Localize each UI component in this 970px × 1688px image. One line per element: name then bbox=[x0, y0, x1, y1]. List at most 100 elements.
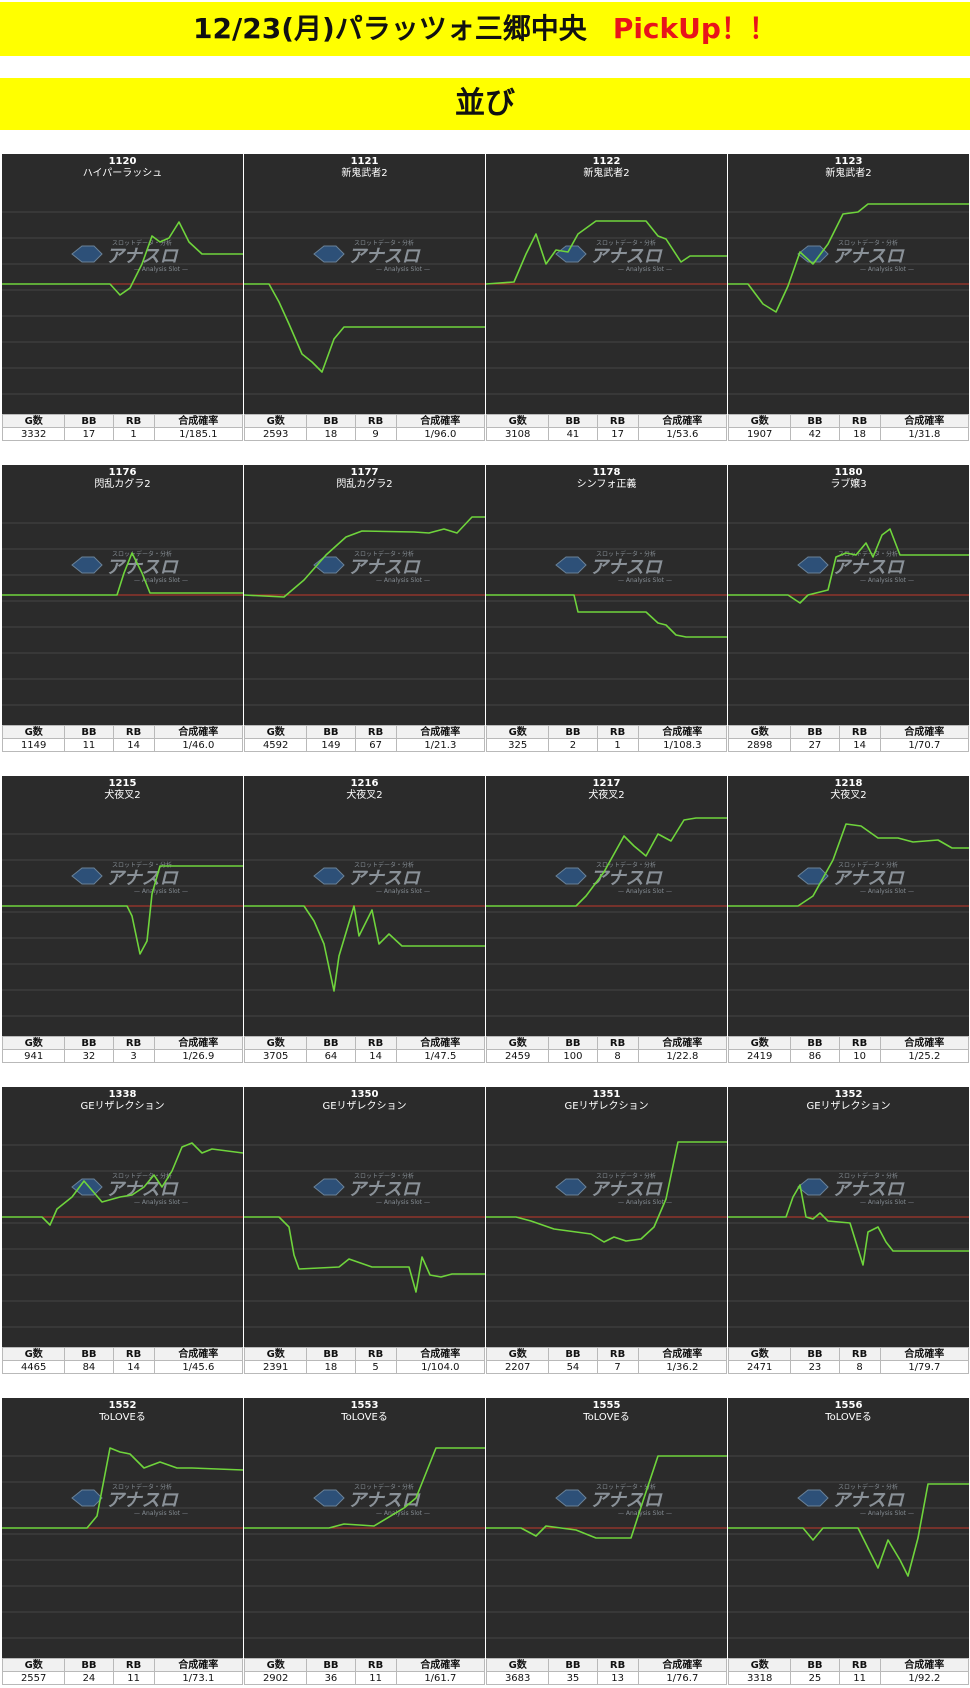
header-games: G数 bbox=[1, 1347, 66, 1361]
rate-value: 1/22.8 bbox=[637, 1049, 728, 1063]
slump-line bbox=[244, 516, 485, 598]
machine-panel: アナスロ スロットデータ・分析 — Analysis Slot — 1553 ToLOV… bbox=[243, 1398, 486, 1685]
slump-line bbox=[486, 1455, 727, 1539]
header-rate: 合成確率 bbox=[879, 414, 970, 428]
hexagon-icon bbox=[555, 1178, 587, 1196]
watermark-sub: — Analysis Slot — bbox=[376, 888, 430, 895]
watermark-top: スロットデータ・分析 bbox=[354, 861, 414, 869]
rate-value: 1/45.6 bbox=[153, 1360, 244, 1374]
machine-name: ラブ嬢3 bbox=[830, 479, 867, 490]
watermark-top: スロットデータ・分析 bbox=[112, 1172, 172, 1180]
bb-value: 18 bbox=[306, 1360, 356, 1374]
slump-chart: アナスロ スロットデータ・分析 — Analysis Slot — 1556 ToLOV… bbox=[728, 1398, 969, 1658]
stats-header-row: G数 BB RB 合成確率 bbox=[485, 414, 728, 428]
machine-number: 1120 bbox=[108, 156, 137, 167]
rate-value: 1/76.7 bbox=[637, 1671, 728, 1685]
bb-value: 25 bbox=[790, 1671, 840, 1685]
machine-number: 1218 bbox=[834, 778, 863, 789]
watermark-brand: アナスロ bbox=[348, 557, 422, 578]
header-rb: RB bbox=[838, 725, 881, 739]
slump-chart: アナスロ スロットデータ・分析 — Analysis Slot — 1178 シンフォ正… bbox=[486, 465, 727, 725]
watermark-sub: — Analysis Slot — bbox=[134, 888, 188, 895]
rb-value: 13 bbox=[596, 1671, 639, 1685]
bb-value: 86 bbox=[790, 1049, 840, 1063]
machine-number: 1176 bbox=[108, 467, 137, 478]
machine-name: 犬夜叉2 bbox=[588, 790, 625, 801]
machine-panel: アナスロ スロットデータ・分析 — Analysis Slot — 1123 新鬼武者2… bbox=[727, 154, 970, 441]
stats-value-row: 325 2 1 1/108.3 bbox=[485, 738, 728, 752]
machine-panel: アナスロ スロットデータ・分析 — Analysis Slot — 1215 犬夜叉2 G… bbox=[1, 776, 244, 1063]
games-value: 941 bbox=[1, 1049, 66, 1063]
rate-value: 1/36.2 bbox=[637, 1360, 728, 1374]
header-rate: 合成確率 bbox=[153, 725, 244, 739]
watermark-sub: — Analysis Slot — bbox=[618, 1199, 672, 1206]
hexagon-icon bbox=[797, 867, 829, 885]
bb-value: 23 bbox=[790, 1360, 840, 1374]
stats-table: G数 BB RB 合成確率 2207 54 7 1/36.2 bbox=[485, 1347, 728, 1374]
stats-table: G数 BB RB 合成確率 3705 64 14 1/47.5 bbox=[243, 1036, 486, 1063]
games-value: 2419 bbox=[727, 1049, 792, 1063]
header-rate: 合成確率 bbox=[879, 1658, 970, 1672]
machine-number: 1216 bbox=[350, 778, 379, 789]
rb-value: 14 bbox=[354, 1049, 397, 1063]
machine-panel: アナスロ スロットデータ・分析 — Analysis Slot — 1180 ラブ嬢3 G… bbox=[727, 465, 970, 752]
header-bb: BB bbox=[790, 725, 840, 739]
section-title: 並び bbox=[455, 86, 515, 121]
machine-panel: アナスロ スロットデータ・分析 — Analysis Slot — 1216 犬夜叉2 G… bbox=[243, 776, 486, 1063]
watermark-top: スロットデータ・分析 bbox=[354, 550, 414, 558]
games-value: 1907 bbox=[727, 427, 792, 441]
machine-panel: アナスロ スロットデータ・分析 — Analysis Slot —1176 閃乱カグラ… bbox=[1, 465, 244, 752]
machine-number: 1215 bbox=[108, 778, 137, 789]
hexagon-icon bbox=[313, 1489, 345, 1507]
machine-panel: アナスロ スロットデータ・分析 — Analysis Slot — 1350 GEリザレ… bbox=[243, 1087, 486, 1374]
stats-table: G数 BB RB 合成確率 3683 35 13 1/76.7 bbox=[485, 1658, 728, 1685]
rb-value: 5 bbox=[354, 1360, 397, 1374]
watermark-top: スロットデータ・分析 bbox=[838, 1483, 898, 1491]
header-rb: RB bbox=[112, 1036, 155, 1050]
slump-line bbox=[244, 905, 485, 992]
watermark-sub: — Analysis Slot — bbox=[376, 1510, 430, 1517]
hexagon-icon bbox=[313, 1178, 345, 1196]
rate-value: 1/185.1 bbox=[153, 427, 244, 441]
slump-chart: アナスロ スロットデータ・分析 — Analysis Slot — 1552 ToLOV… bbox=[2, 1398, 243, 1658]
header-rb: RB bbox=[112, 414, 155, 428]
slump-chart: アナスロ スロットデータ・分析 — Analysis Slot — 1351 GEリザレ… bbox=[486, 1087, 727, 1347]
header-rb: RB bbox=[596, 414, 639, 428]
stats-value-row: 2459 100 8 1/22.8 bbox=[485, 1049, 728, 1063]
machine-number: 1338 bbox=[108, 1089, 137, 1100]
games-value: 2898 bbox=[727, 738, 792, 752]
header-bb: BB bbox=[548, 1347, 598, 1361]
watermark-top: スロットデータ・分析 bbox=[838, 550, 898, 558]
watermark-top: スロットデータ・分析 bbox=[596, 550, 656, 558]
slump-chart: アナスロ スロットデータ・分析 — Analysis Slot — 1120 ハイパーラ… bbox=[2, 154, 243, 414]
stats-header-row: G数 BB RB 合成確率 bbox=[1, 1036, 244, 1050]
rb-value: 11 bbox=[354, 1671, 397, 1685]
header-rb: RB bbox=[838, 414, 881, 428]
stats-header-row: G数 BB RB 合成確率 bbox=[485, 1658, 728, 1672]
stats-table: G数 BB RB 合成確率 1907 42 18 1/31.8 bbox=[727, 414, 970, 441]
games-value: 2471 bbox=[727, 1360, 792, 1374]
header-bb: BB bbox=[306, 1347, 356, 1361]
header-rate: 合成確率 bbox=[637, 725, 728, 739]
watermark-top: スロットデータ・分析 bbox=[596, 239, 656, 247]
header-rate: 合成確率 bbox=[395, 414, 486, 428]
games-value: 4465 bbox=[1, 1360, 66, 1374]
header-rate: 合成確率 bbox=[395, 1658, 486, 1672]
hexagon-icon bbox=[555, 867, 587, 885]
watermark-brand: アナスロ bbox=[590, 868, 664, 889]
watermark-brand: アナスロ bbox=[590, 557, 664, 578]
machine-number: 1350 bbox=[350, 1089, 379, 1100]
watermark-top: スロットデータ・分析 bbox=[838, 239, 898, 247]
stats-table: G数 BB RB 合成確率 2557 24 11 1/73.1 bbox=[1, 1658, 244, 1685]
machine-number: 1123 bbox=[834, 156, 863, 167]
stats-table: G数 BB RB 合成確率 2902 36 11 1/61.7 bbox=[243, 1658, 486, 1685]
rb-value: 3 bbox=[112, 1049, 155, 1063]
